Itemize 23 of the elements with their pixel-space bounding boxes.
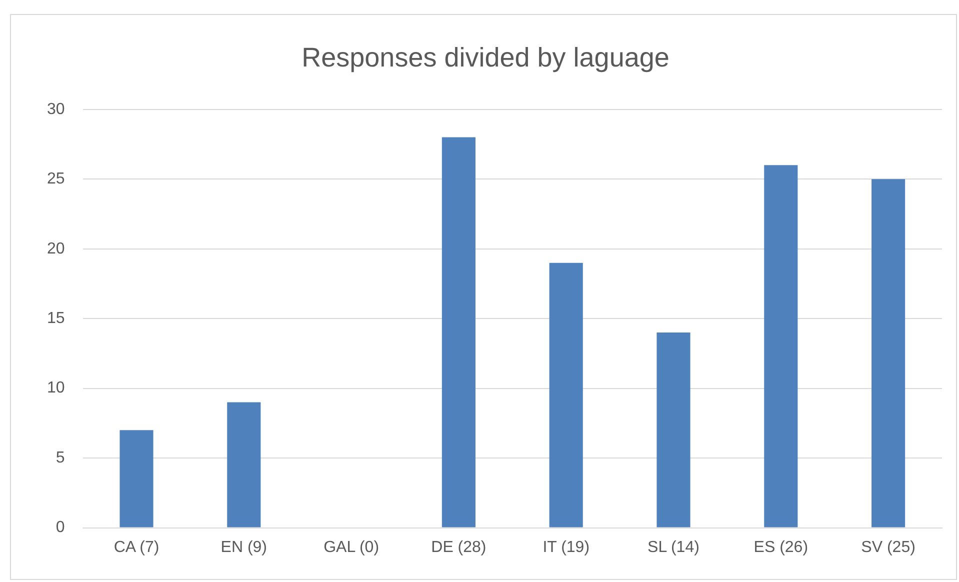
x-tick-label: SL (14)	[648, 538, 700, 556]
y-tick-label: 20	[47, 240, 65, 258]
x-tick-label: CA (7)	[114, 538, 160, 556]
bar	[549, 262, 583, 528]
chart-title: Responses divided by laguage	[302, 42, 670, 73]
y-tick-label: 25	[47, 170, 65, 188]
bar	[656, 332, 690, 528]
x-tick-label: GAL (0)	[324, 538, 380, 556]
bar	[227, 402, 261, 528]
bar	[120, 430, 154, 528]
x-tick-label: DE (28)	[431, 538, 486, 556]
x-tick-label: ES (26)	[754, 538, 808, 556]
x-tick-label: SV (25)	[861, 538, 916, 556]
y-tick-label: 0	[56, 519, 65, 536]
x-tick-label: EN (9)	[220, 538, 268, 556]
bar	[442, 137, 476, 528]
y-tick-label: 15	[47, 310, 65, 328]
y-tick-label: 5	[56, 449, 65, 466]
bar	[872, 179, 906, 528]
y-tick-label: 10	[47, 380, 65, 397]
y-tick-label: 30	[47, 100, 65, 118]
bar	[764, 165, 798, 528]
x-tick-label: IT (19)	[542, 538, 590, 556]
